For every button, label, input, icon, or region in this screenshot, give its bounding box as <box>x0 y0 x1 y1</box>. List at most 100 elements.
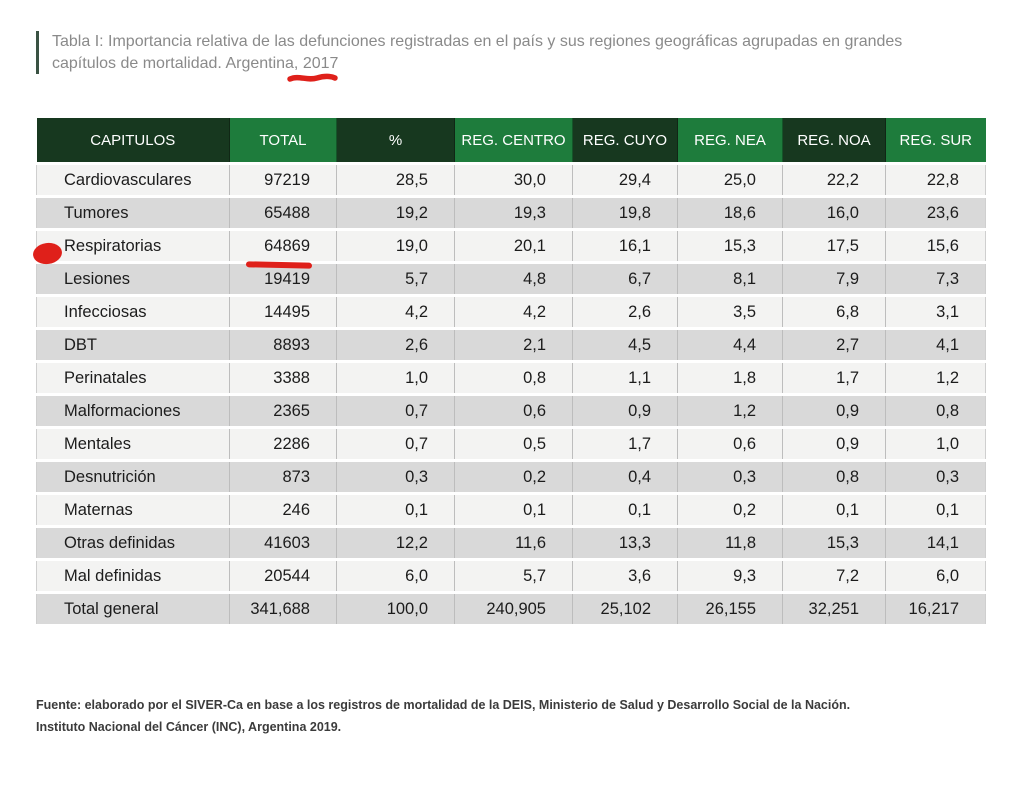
data-cell: 1,7 <box>782 360 886 395</box>
table-row: Perinatales 3388 1,0 0,8 1,1 1,8 1,7 1,2 <box>36 360 986 395</box>
data-cell: 13,3 <box>572 525 678 560</box>
data-cell: 1,8 <box>677 360 783 395</box>
data-cell: 17,5 <box>782 228 886 263</box>
data-cell: 0,3 <box>885 459 986 494</box>
table-body: Cardiovasculares 97219 28,5 30,0 29,4 25,0 22,… <box>36 162 986 624</box>
table-row: Respiratorias 64869 19,0 20,1 16,1 15,3 17,5 15… <box>36 228 986 263</box>
data-cell: 0,8 <box>782 459 886 494</box>
table-row: DBT 8893 2,6 2,1 4,5 4,4 2,7 4,1 <box>36 327 986 362</box>
data-cell: 15,6 <box>885 228 986 263</box>
row-label: Perinatales <box>36 360 230 395</box>
data-cell: 7,2 <box>782 558 886 593</box>
data-cell: 2,1 <box>454 327 573 362</box>
table-row: Infecciosas 14495 4,2 4,2 2,6 3,5 6,8 3,1 <box>36 294 986 329</box>
data-cell: 97219 <box>229 162 337 197</box>
title-line-1: Tabla I: Importancia relativa de las def… <box>52 33 903 50</box>
data-cell: 0,9 <box>782 426 886 461</box>
data-cell: 0,1 <box>782 492 886 527</box>
data-cell: 2286 <box>229 426 337 461</box>
column-header-reg-centro: REG. CENTRO <box>454 118 573 165</box>
data-cell: 14495 <box>229 294 337 329</box>
data-cell: 246 <box>229 492 337 527</box>
data-cell: 29,4 <box>572 162 678 197</box>
data-cell: 0,5 <box>454 426 573 461</box>
data-cell: 16,0 <box>782 195 886 230</box>
data-cell: 8893 <box>229 327 337 362</box>
data-cell: 0,2 <box>677 492 783 527</box>
column-header-reg-cuyo: REG. CUYO <box>572 118 678 165</box>
data-cell: 6,7 <box>572 261 678 296</box>
data-cell: 3,1 <box>885 294 986 329</box>
data-cell: 4,2 <box>454 294 573 329</box>
row-label: Lesiones <box>36 261 230 296</box>
data-cell: 19,8 <box>572 195 678 230</box>
row-label: Otras definidas <box>36 525 230 560</box>
data-cell: 22,8 <box>885 162 986 197</box>
data-cell: 8,1 <box>677 261 783 296</box>
table-row: Otras definidas 41603 12,2 11,6 13,3 11,8 15,3… <box>36 525 986 560</box>
column-header-capitulos: CAPITULOS <box>36 118 230 165</box>
source-line-1: Fuente: elaborado por el SIVER-Ca en bas… <box>36 698 851 712</box>
data-cell: 0,8 <box>885 393 986 428</box>
data-cell: 100,0 <box>336 591 455 624</box>
row-label: Respiratorias <box>36 228 230 263</box>
data-cell: 16,1 <box>572 228 678 263</box>
data-cell: 0,2 <box>454 459 573 494</box>
column-header-reg-noa: REG. NOA <box>782 118 886 165</box>
data-cell: 1,7 <box>572 426 678 461</box>
data-cell: 4,8 <box>454 261 573 296</box>
data-cell: 0,7 <box>336 426 455 461</box>
data-cell: 14,1 <box>885 525 986 560</box>
table-caption: Tabla I: Importancia relativa de las def… <box>36 31 903 82</box>
data-cell: 5,7 <box>454 558 573 593</box>
data-cell: 0,8 <box>454 360 573 395</box>
data-cell: 6,0 <box>885 558 986 593</box>
data-cell: 873 <box>229 459 337 494</box>
table-row: Maternas 246 0,1 0,1 0,1 0,2 0,1 0,1 <box>36 492 986 527</box>
data-cell: 11,6 <box>454 525 573 560</box>
year-highlight: 2017 <box>287 53 339 82</box>
data-cell: 12,2 <box>336 525 455 560</box>
data-cell: 15,3 <box>782 525 886 560</box>
data-cell: 1,1 <box>572 360 678 395</box>
data-cell: 23,6 <box>885 195 986 230</box>
row-label: Infecciosas <box>36 294 230 329</box>
data-cell: 19,2 <box>336 195 455 230</box>
data-cell: 2,6 <box>572 294 678 329</box>
data-cell: 7,9 <box>782 261 886 296</box>
data-cell: 32,251 <box>782 591 886 624</box>
data-cell: 4,2 <box>336 294 455 329</box>
data-cell: 1,0 <box>885 426 986 461</box>
table-row: Malformaciones 2365 0,7 0,6 0,9 1,2 0,9 0,8 <box>36 393 986 428</box>
row-label: Desnutrición <box>36 459 230 494</box>
data-cell: 65488 <box>229 195 337 230</box>
data-cell: 30,0 <box>454 162 573 197</box>
data-cell: 20544 <box>229 558 337 593</box>
column-header-reg-nea: REG. NEA <box>677 118 783 165</box>
row-label: Mentales <box>36 426 230 461</box>
data-cell: 6,8 <box>782 294 886 329</box>
data-cell: 341,688 <box>229 591 337 624</box>
data-cell: 0,4 <box>572 459 678 494</box>
row-label: Mal definidas <box>36 558 230 593</box>
data-cell: 5,7 <box>336 261 455 296</box>
data-cell: 9,3 <box>677 558 783 593</box>
data-cell: 0,1 <box>454 492 573 527</box>
table-row: Lesiones 19419 5,7 4,8 6,7 8,1 7,9 7,3 <box>36 261 986 296</box>
data-cell: 6,0 <box>336 558 455 593</box>
data-cell: 1,2 <box>885 360 986 395</box>
title-accent-bar <box>36 31 39 74</box>
data-cell: 22,2 <box>782 162 886 197</box>
table-row: Desnutrición 873 0,3 0,2 0,4 0,3 0,8 0,3 <box>36 459 986 494</box>
data-cell: 4,4 <box>677 327 783 362</box>
data-cell: 4,5 <box>572 327 678 362</box>
data-cell: 28,5 <box>336 162 455 197</box>
data-cell: 1,0 <box>336 360 455 395</box>
data-cell: 0,1 <box>572 492 678 527</box>
year-text: 2017 <box>302 54 339 72</box>
data-cell: 15,3 <box>677 228 783 263</box>
data-cell: 2365 <box>229 393 337 428</box>
data-cell: 0,1 <box>885 492 986 527</box>
data-cell: 3,5 <box>677 294 783 329</box>
